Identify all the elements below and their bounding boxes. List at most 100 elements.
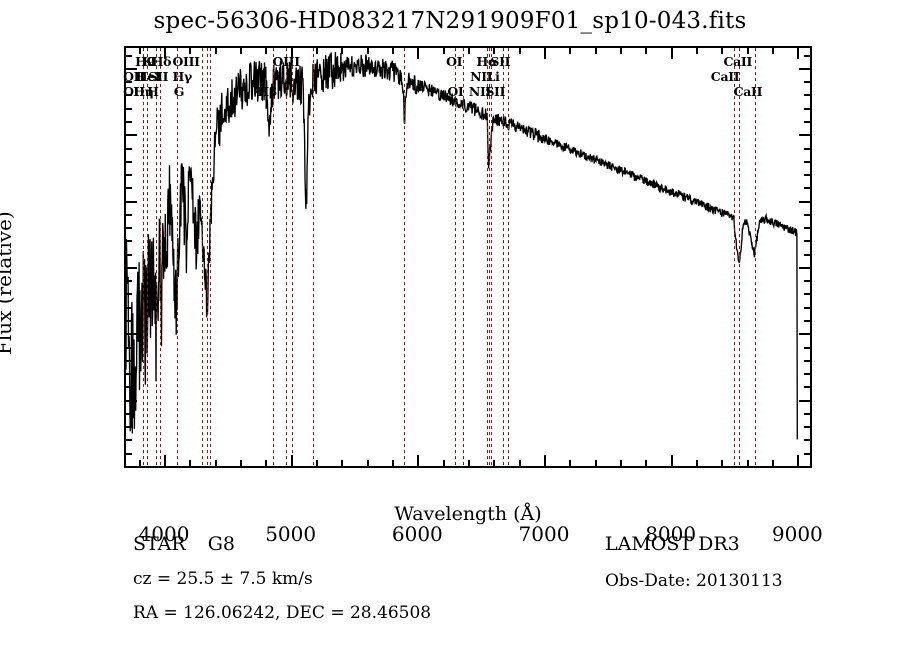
axis-tick	[290, 455, 293, 466]
axis-tick	[804, 54, 810, 57]
line-marker-label: SII	[485, 84, 506, 99]
line-marker-label: OIII	[272, 54, 301, 69]
axis-tick	[126, 134, 137, 137]
x-tick-label: 6000	[391, 522, 443, 546]
line-marker-label: Li	[486, 69, 500, 84]
axis-tick	[138, 460, 141, 466]
axis-tick	[804, 227, 810, 230]
axis-tick	[316, 460, 318, 466]
axis-tick	[544, 48, 546, 59]
axis-tick	[804, 306, 810, 309]
axis-tick	[126, 213, 132, 216]
axis-tick	[804, 213, 810, 216]
line-marker	[291, 48, 293, 466]
line-marker	[285, 48, 287, 466]
axis-tick	[569, 460, 572, 466]
axis-tick	[189, 460, 192, 466]
axis-tick	[468, 460, 470, 466]
line-marker	[273, 48, 275, 466]
axis-tick	[696, 48, 698, 54]
line-marker	[202, 48, 203, 466]
axis-tick	[126, 373, 132, 376]
line-marker-label: Hγ	[172, 69, 192, 84]
line-marker-label: Hβ	[257, 84, 277, 99]
axis-tick	[569, 48, 572, 54]
axis-tick	[804, 81, 810, 84]
axis-tick	[126, 54, 132, 57]
line-marker-label: CaII	[733, 84, 763, 99]
axis-tick	[746, 460, 749, 466]
line-marker-label: Hη	[133, 84, 154, 99]
radial-velocity: cz = 25.5 ± 7.5 km/s	[133, 569, 313, 589]
axis-tick	[772, 48, 774, 54]
axis-tick	[518, 48, 521, 54]
axis-tick	[126, 359, 132, 362]
axis-tick	[126, 412, 132, 415]
line-marker-label: H	[147, 84, 159, 99]
axis-tick	[126, 386, 132, 389]
y-axis-label: Flux (relative)	[0, 211, 16, 355]
axis-tick	[544, 455, 546, 466]
line-marker-label: OII	[123, 69, 145, 84]
axis-tick	[126, 293, 132, 296]
axis-tick	[721, 48, 724, 54]
axis-tick	[804, 160, 810, 163]
x-tick-label: 4000	[138, 522, 190, 546]
axis-tick	[804, 107, 810, 110]
axis-tick	[804, 147, 810, 150]
axis-tick	[746, 48, 749, 54]
axis-tick	[126, 280, 132, 283]
axis-tick	[126, 399, 137, 402]
line-marker-label: HeI	[135, 69, 161, 84]
axis-tick	[493, 460, 496, 466]
line-marker	[155, 48, 157, 466]
axis-tick	[442, 460, 445, 466]
axis-tick	[804, 439, 810, 442]
axis-tick	[804, 346, 810, 349]
axis-tick	[772, 460, 774, 466]
line-marker-label: SII	[490, 54, 511, 69]
axis-tick	[126, 266, 137, 269]
axis-tick	[804, 452, 810, 455]
axis-tick	[126, 174, 132, 177]
line-marker	[488, 48, 490, 466]
axis-tick	[804, 174, 810, 177]
axis-tick	[126, 240, 132, 243]
line-marker	[159, 48, 161, 466]
axis-tick	[316, 48, 318, 54]
line-marker	[313, 48, 314, 466]
x-tick-label: 8000	[645, 522, 697, 546]
axis-tick	[341, 48, 344, 54]
axis-tick	[366, 48, 369, 54]
line-marker	[486, 48, 488, 466]
line-marker	[733, 48, 735, 466]
line-marker-label: NII	[468, 84, 492, 99]
axis-tick	[799, 466, 810, 468]
axis-tick	[126, 67, 137, 70]
axis-tick	[265, 48, 268, 54]
axis-tick	[799, 266, 810, 269]
axis-tick	[670, 455, 673, 466]
line-marker	[210, 48, 211, 466]
line-marker	[508, 48, 510, 466]
x-axis-label: Wavelength (Å)	[394, 503, 542, 525]
axis-tick	[366, 460, 369, 466]
axis-tick	[392, 460, 394, 466]
axis-tick	[126, 227, 132, 230]
axis-tick	[670, 48, 673, 59]
survey-name: LAMOST DR3	[605, 533, 740, 555]
line-marker-label: H9	[135, 54, 156, 69]
line-marker	[491, 48, 493, 466]
axis-tick	[164, 48, 166, 59]
axis-tick	[493, 48, 496, 54]
line-marker-label: NII	[470, 69, 493, 84]
axis-tick	[240, 460, 242, 466]
line-marker-label: SII	[148, 69, 169, 84]
axis-tick	[126, 147, 132, 150]
axis-tick	[417, 455, 420, 466]
axis-tick	[126, 107, 132, 110]
axis-tick	[620, 460, 622, 466]
axis-tick	[341, 460, 344, 466]
axis-tick	[138, 48, 141, 54]
axis-tick	[804, 187, 810, 190]
